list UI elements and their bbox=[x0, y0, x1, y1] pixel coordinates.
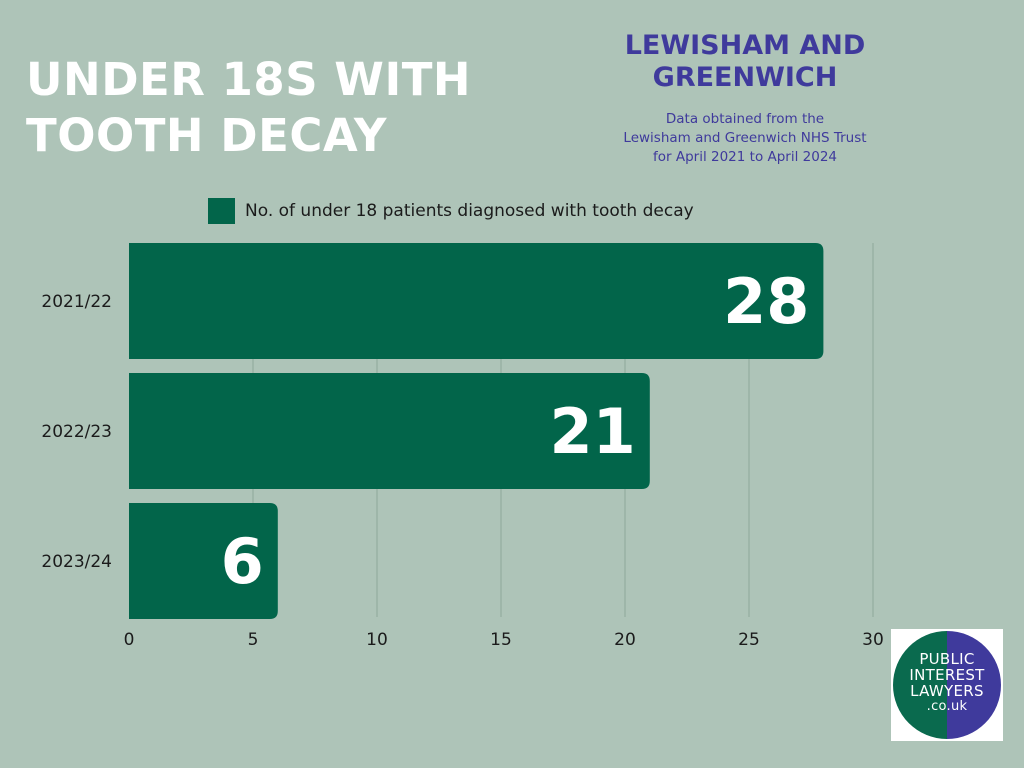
y-category-label: 2021/22 bbox=[41, 292, 112, 312]
bars bbox=[129, 243, 824, 619]
x-tick-label: 20 bbox=[614, 630, 636, 650]
x-tick-label: 10 bbox=[366, 630, 388, 650]
logo-text: PUBLIC INTEREST LAWYERS .co.uk bbox=[891, 651, 1003, 715]
region-line-2: GREENWICH bbox=[652, 62, 838, 93]
logo-line-4: .co.uk bbox=[926, 699, 968, 714]
bar-value-label: 6 bbox=[221, 525, 264, 598]
bar bbox=[129, 503, 278, 619]
y-category-label: 2023/24 bbox=[41, 552, 112, 572]
chart-legend: No. of under 18 patients diagnosed with … bbox=[208, 198, 694, 224]
public-interest-lawyers-logo: PUBLIC INTEREST LAWYERS .co.uk bbox=[891, 629, 1003, 741]
bar bbox=[129, 243, 824, 359]
logo-line-3: LAWYERS bbox=[910, 682, 984, 700]
x-tick-label: 25 bbox=[738, 630, 760, 650]
logo-circle bbox=[893, 631, 1001, 739]
source-line-1: Data obtained from the bbox=[665, 111, 825, 127]
source-line-2: Lewisham and Greenwich NHS Trust bbox=[623, 130, 867, 146]
legend-label: No. of under 18 patients diagnosed with … bbox=[245, 201, 694, 221]
region-heading: LEWISHAM AND GREENWICH bbox=[560, 30, 930, 94]
labels: 0 5 10 15 20 25 30 28 2021/22 21 2022/23 6 2023/24 bbox=[41, 265, 883, 650]
x-tick-label: 5 bbox=[248, 630, 259, 650]
chart-title: UNDER 18S WITH TOOTH DECAY bbox=[26, 52, 546, 164]
source-note: Data obtained from the Lewisham and Gree… bbox=[560, 110, 930, 167]
bar-value-label: 21 bbox=[550, 395, 636, 468]
logo-line-1: PUBLIC bbox=[919, 650, 975, 668]
y-category-label: 2022/23 bbox=[41, 422, 112, 442]
title-line-1: UNDER 18S WITH bbox=[26, 53, 472, 106]
logo-line-2: INTEREST bbox=[909, 666, 985, 684]
bar-value-label: 28 bbox=[723, 265, 809, 338]
bar bbox=[129, 373, 650, 489]
source-line-3: for April 2021 to April 2024 bbox=[653, 149, 837, 165]
x-tick-label: 15 bbox=[490, 630, 512, 650]
region-line-1: LEWISHAM AND bbox=[624, 30, 866, 61]
title-line-2: TOOTH DECAY bbox=[26, 109, 387, 162]
x-tick-label: 0 bbox=[124, 630, 135, 650]
x-tick-label: 30 bbox=[862, 630, 884, 650]
legend-swatch bbox=[208, 198, 235, 224]
